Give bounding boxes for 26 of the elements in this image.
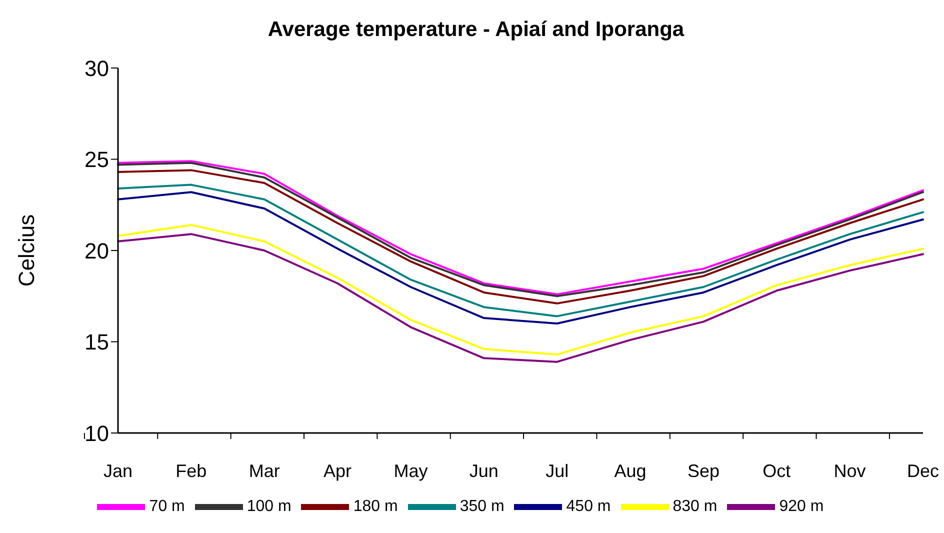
legend-label: 450 m <box>566 498 611 516</box>
legend-label: 100 m <box>246 498 292 516</box>
legend-label: 70 m <box>149 498 185 516</box>
x-tick-label: Dec <box>906 461 940 481</box>
x-tick-label: Feb <box>176 461 207 481</box>
x-tick-label: May <box>394 461 428 481</box>
x-tick-label: Jan <box>103 461 133 481</box>
x-tick-label: Sep <box>687 461 720 481</box>
legend-label: 920 m <box>779 498 824 516</box>
y-axis-title: Celcius <box>14 214 39 287</box>
y-tick-label: 10 <box>84 420 109 446</box>
x-tick-label: Oct <box>762 461 791 481</box>
y-tick-label: 25 <box>84 147 109 172</box>
y-tick-label: 15 <box>84 330 109 355</box>
y-tick-label: 30 <box>84 56 109 81</box>
legend-label: 830 m <box>672 498 718 516</box>
x-tick-label: Mar <box>248 461 280 481</box>
chart-title: Average temperature - Apiaí and Iporanga <box>266 18 686 42</box>
x-tick-label: Jul <box>546 461 569 481</box>
legend-label: 180 m <box>353 498 398 516</box>
x-tick-label: Aug <box>614 461 646 481</box>
y-tick-label: 20 <box>84 238 109 264</box>
x-tick-label: Nov <box>834 461 866 481</box>
x-tick-label: Apr <box>324 461 352 481</box>
x-tick-label: Jun <box>469 461 498 481</box>
legend-label: 350 m <box>460 498 504 516</box>
